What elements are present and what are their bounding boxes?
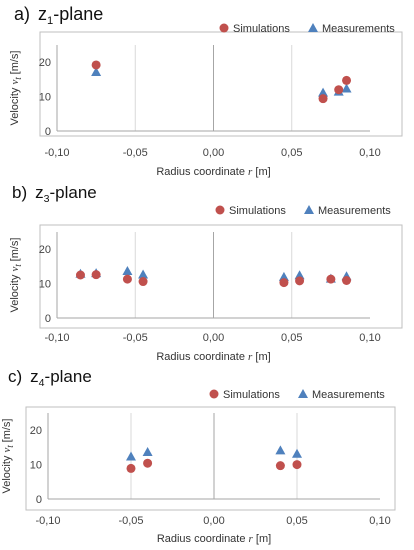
- legend-label: Measurements: [318, 205, 391, 217]
- point-simulations: [342, 276, 352, 286]
- y-tick-label: 20: [30, 425, 42, 437]
- x-tick-label: 0,00: [203, 515, 224, 527]
- point-simulations: [126, 463, 136, 473]
- panel-b: -0,10 -0,05 0,00 0,05 0,10 0 10 20 b) z3-plane Rad…: [9, 183, 403, 363]
- point-measurements: [126, 451, 136, 461]
- point-simulations: [122, 274, 132, 284]
- x-tick-label: 0,00: [203, 332, 224, 344]
- point-simulations: [275, 461, 285, 471]
- y-tick-label: 20: [39, 244, 51, 256]
- legend-marker-simulations: [209, 389, 219, 399]
- panel-c: -0,10 -0,05 0,00 0,05 0,10 0 10 20 c) z4-plane Rad…: [1, 367, 396, 545]
- x-tick-label: 0,10: [369, 515, 390, 527]
- point-measurements: [122, 266, 133, 276]
- x-tick-label: -0,05: [123, 147, 148, 159]
- x-tick-label: -0,10: [44, 147, 69, 159]
- panel-title: b) z3-plane: [12, 183, 97, 205]
- point-simulations: [292, 460, 302, 470]
- legend-marker-measurements: [298, 389, 308, 398]
- x-tick-label: -0,05: [118, 515, 143, 527]
- plane-suffix: -plane: [49, 183, 96, 202]
- legend-marker-measurements: [304, 205, 314, 214]
- legend: Simulations Measurements: [215, 205, 391, 217]
- point-simulations: [295, 276, 305, 286]
- y-axis-label: Velocity vt [m/s]: [9, 238, 23, 313]
- y-tick-label: 10: [39, 92, 51, 104]
- point-simulations: [326, 274, 336, 284]
- point-measurements: [275, 445, 286, 455]
- point-simulations: [138, 277, 148, 287]
- legend: Simulations Measurements: [219, 23, 395, 35]
- x-tick-label: -0,10: [44, 332, 69, 344]
- point-measurements: [341, 83, 352, 93]
- point-simulations: [143, 458, 153, 468]
- panel-letter: a): [14, 4, 30, 24]
- point-simulations: [279, 278, 289, 288]
- x-tick-label: 0,05: [281, 147, 302, 159]
- x-axis-label: Radius coordinate r [m]: [157, 533, 271, 545]
- x-tick-label: 0,10: [359, 147, 380, 159]
- plane-subscript: 3: [44, 193, 50, 205]
- plane-subscript: 1: [47, 15, 53, 27]
- panel-title: a) z1-plane: [14, 4, 103, 27]
- panel-a: -0,10 -0,05 0,00 0,05 0,10 0 10 20 a) z1-plane Rad…: [9, 4, 403, 178]
- y-axis-label: Velocity vt [m/s]: [9, 51, 23, 126]
- point-measurements: [142, 447, 153, 457]
- plane-suffix: -plane: [45, 367, 92, 386]
- y-axis-label: Velocity vt [m/s]: [1, 419, 15, 494]
- legend-label: Simulations: [233, 23, 290, 35]
- x-tick-label: -0,10: [35, 515, 60, 527]
- legend-label: Simulations: [223, 389, 280, 401]
- point-simulations: [342, 75, 352, 85]
- point-measurements: [138, 269, 149, 279]
- y-tick-label: 0: [36, 494, 42, 506]
- point-measurements: [91, 67, 102, 77]
- x-tick-label: -0,05: [123, 332, 148, 344]
- x-tick-label: 0,00: [203, 147, 224, 159]
- panel-title: c) z4-plane: [8, 367, 92, 389]
- point-measurements: [292, 448, 302, 458]
- plot-frame: [25, 406, 396, 511]
- x-axis-label: Radius coordinate r [m]: [156, 166, 270, 178]
- point-measurements: [278, 271, 289, 281]
- legend-label: Simulations: [229, 205, 286, 217]
- legend-label: Measurements: [312, 389, 385, 401]
- x-tick-label: 0,05: [281, 332, 302, 344]
- plane-subscript: 4: [39, 377, 45, 389]
- panel-letter: b): [12, 183, 27, 202]
- legend-marker-simulations: [219, 23, 229, 33]
- x-tick-label: 0,05: [286, 515, 307, 527]
- legend-marker-measurements: [308, 23, 318, 32]
- y-tick-label: 0: [45, 126, 51, 138]
- point-simulations: [91, 60, 101, 70]
- point-simulations: [75, 270, 85, 280]
- legend-marker-simulations: [215, 205, 225, 215]
- point-measurements: [294, 270, 305, 280]
- point-simulations: [91, 270, 101, 280]
- y-tick-label: 0: [45, 313, 51, 325]
- x-axis-label: Radius coordinate r [m]: [156, 351, 270, 363]
- y-tick-label: 10: [30, 460, 42, 472]
- point-simulations: [334, 85, 344, 95]
- legend: Simulations Measurements: [209, 389, 385, 401]
- y-tick-label: 20: [39, 57, 51, 69]
- x-tick-label: 0,10: [359, 332, 380, 344]
- point-measurements: [318, 87, 329, 97]
- legend-label: Measurements: [322, 23, 395, 35]
- plot-frame: [39, 31, 403, 137]
- y-tick-label: 10: [39, 279, 51, 291]
- panel-letter: c): [8, 367, 22, 386]
- plane-suffix: -plane: [53, 4, 103, 24]
- point-simulations: [318, 94, 328, 104]
